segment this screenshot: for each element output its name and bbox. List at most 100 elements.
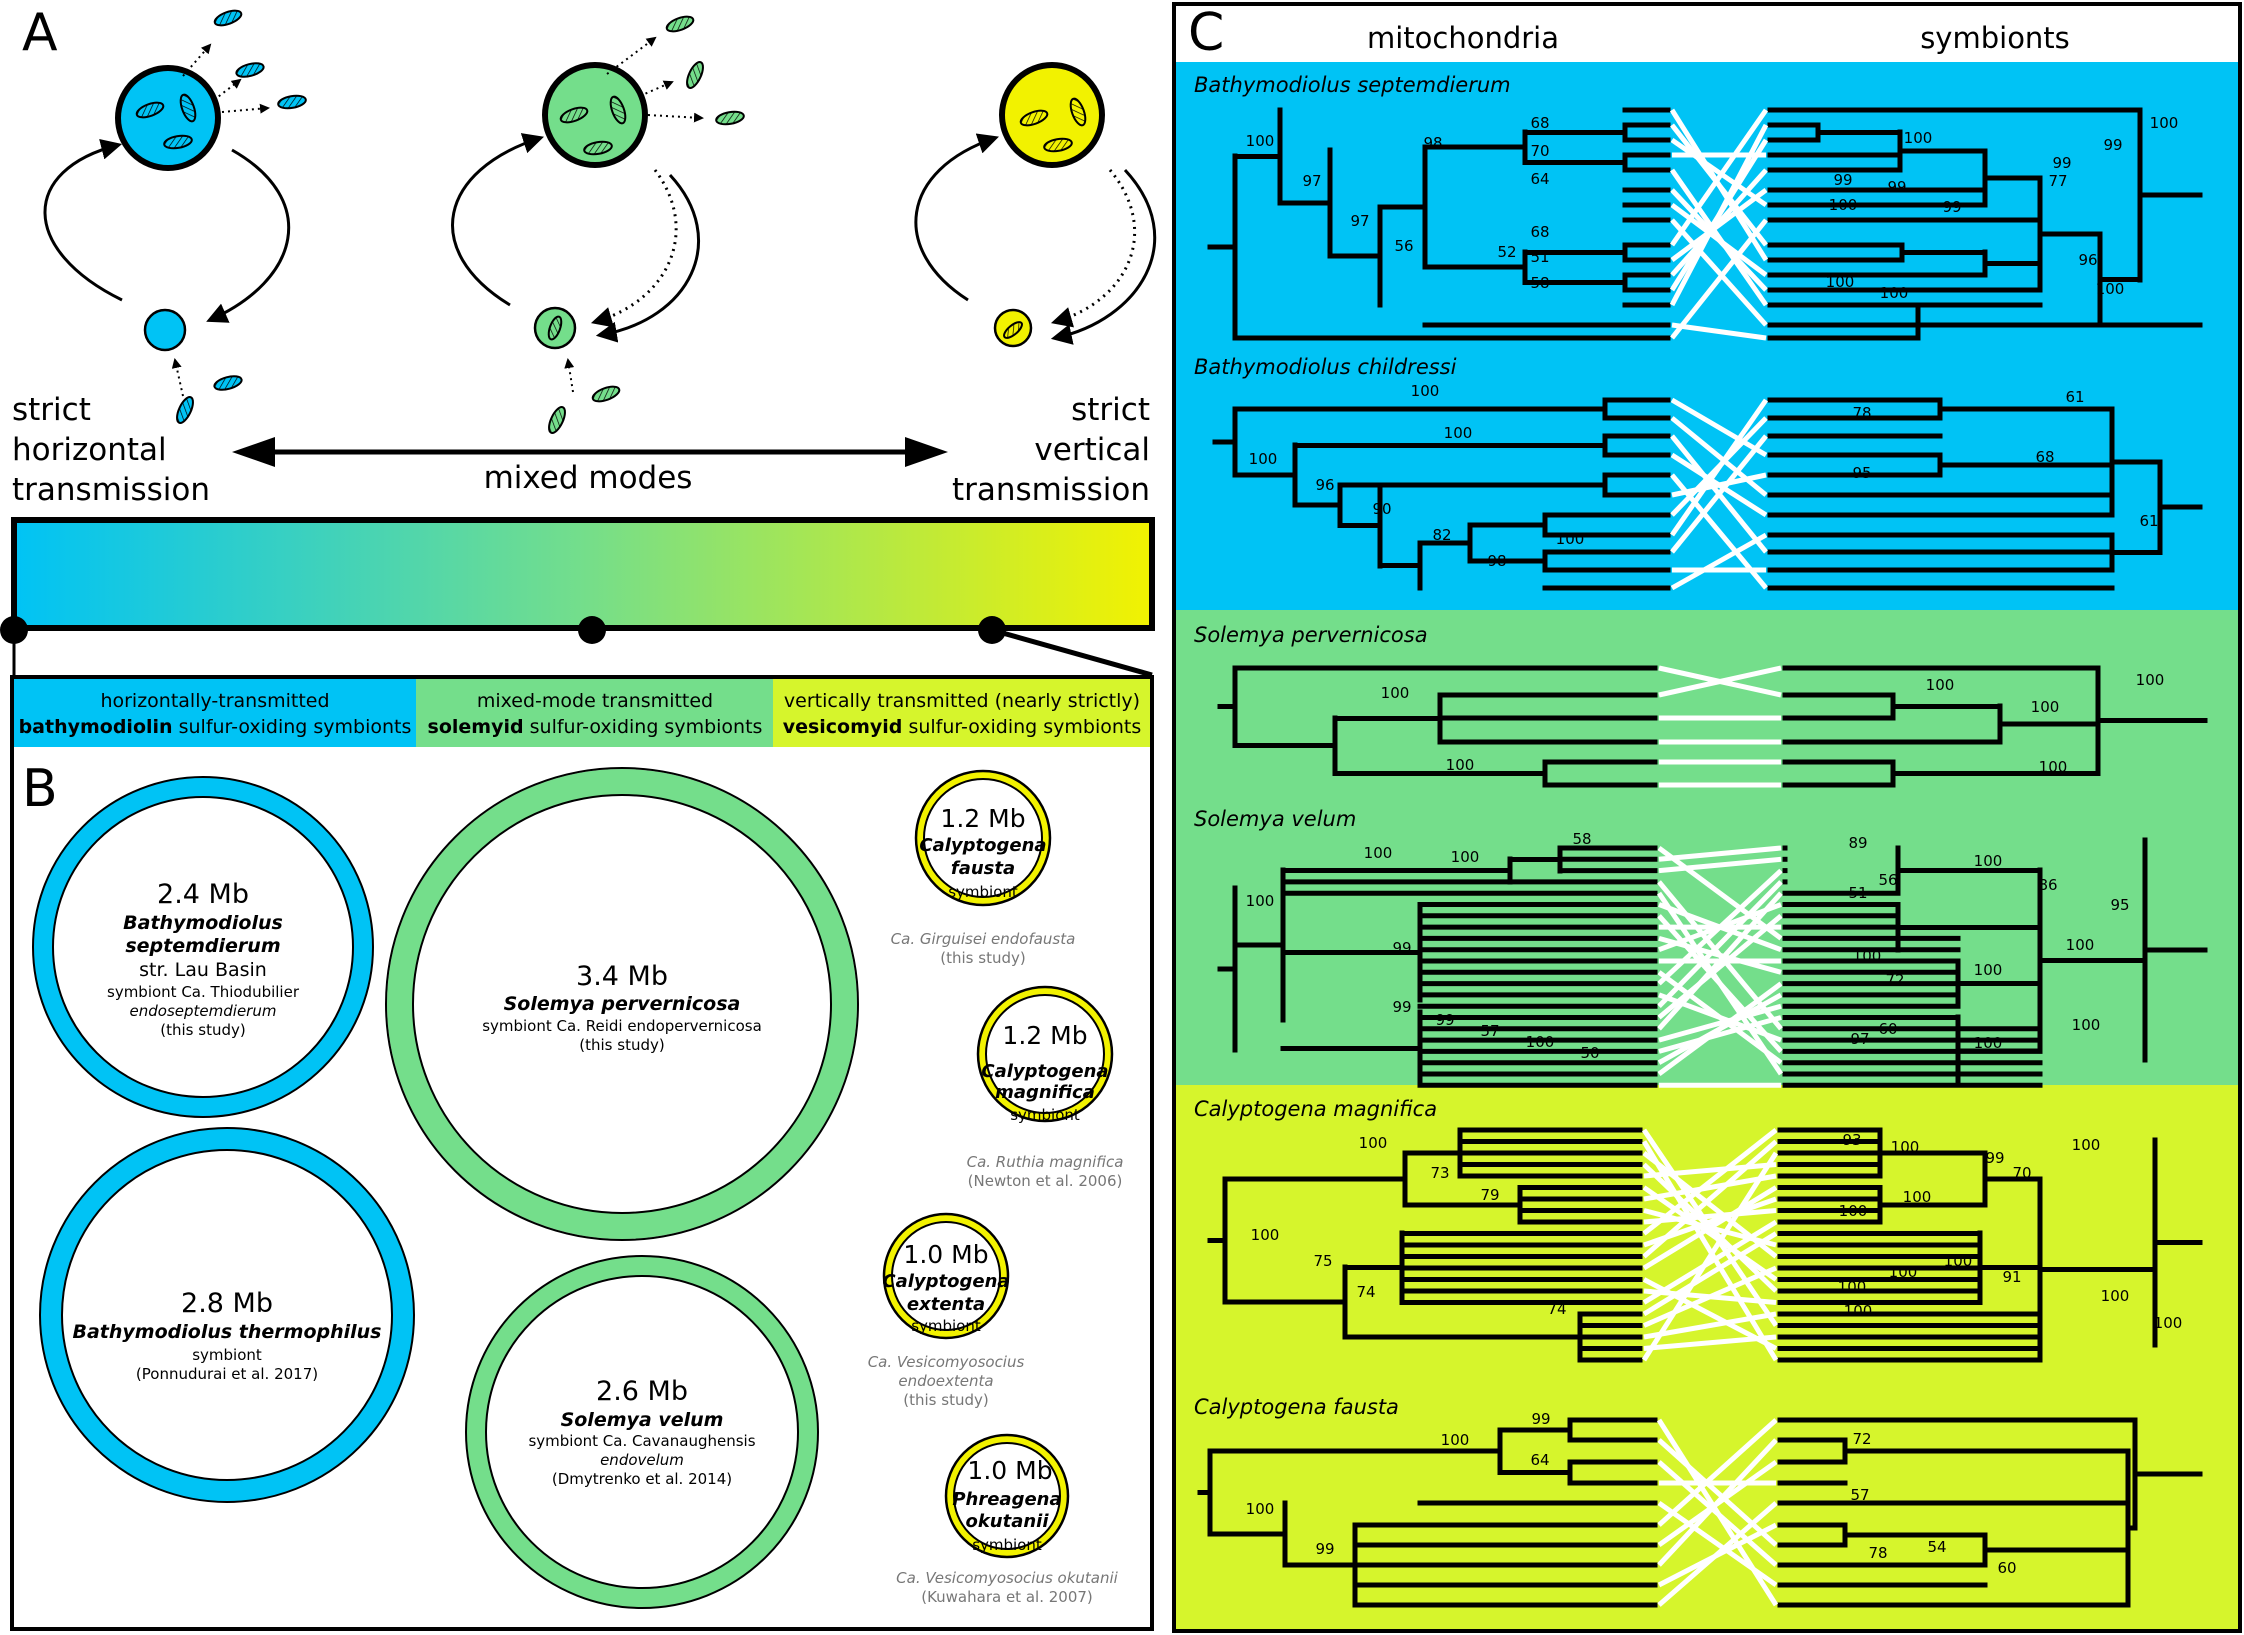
mito-support: 90	[1372, 500, 1391, 518]
juvenile-horizontal	[143, 308, 187, 352]
association-link	[1643, 1334, 1777, 1351]
bacterium-hatch	[180, 94, 196, 122]
mito-support: 100	[1381, 684, 1410, 702]
symbiont-support: 72	[1852, 1430, 1871, 1448]
association-link	[1670, 416, 1768, 497]
association-link	[1657, 868, 1783, 986]
release-arrow	[221, 103, 270, 114]
mito-support: 100	[1364, 844, 1393, 862]
mito-support: 99	[1315, 1540, 1334, 1558]
bacterium	[559, 106, 589, 124]
mito-support: 99	[1531, 1410, 1550, 1428]
panel-b: B 2.4 Mb Bathymodiolus septemdierum str.…	[10, 675, 1154, 1631]
mito-support: 58	[1572, 830, 1591, 848]
association-link	[1657, 914, 1783, 1054]
symbiont-name: symbiont Ca. Cavanaughensis	[528, 1432, 755, 1450]
bacterium-hatch	[592, 386, 620, 402]
bacterium	[163, 134, 193, 150]
symbiont-support: 100	[2066, 936, 2095, 954]
mito-support: 50	[1580, 1044, 1599, 1062]
mito-support: 51	[1530, 248, 1549, 266]
association-link	[1669, 123, 1769, 307]
transmission-gradient-bar	[11, 517, 1155, 631]
genome-calyptogena-extenta: 1.0 Mb Calyptogena extenta symbiont Ca. …	[868, 1212, 1024, 1409]
symbiont-support: 100	[1974, 1034, 2003, 1052]
symbiont-support: 100	[2154, 1314, 2183, 1332]
mito-support: 100	[1526, 1033, 1555, 1051]
bacterium	[213, 9, 243, 27]
association-link	[1670, 532, 1768, 591]
symbiont-support: 100	[1889, 1263, 1918, 1281]
association-link	[1657, 880, 1783, 1008]
mito-support: 68	[1530, 223, 1549, 241]
genome-size: 1.0 Mb	[967, 1456, 1052, 1485]
release-arrow	[564, 358, 575, 393]
species-label: Calyptogena magnifica	[1194, 1097, 1437, 1121]
symbiont-support: 100	[1903, 1188, 1932, 1206]
mito-support: 64	[1530, 170, 1549, 188]
mito-support: 99	[1392, 998, 1411, 1016]
genome-ring-inner	[412, 794, 832, 1214]
bacterium-hatch	[214, 10, 242, 26]
bacterium	[235, 62, 265, 78]
right-label-3: transmission	[952, 472, 1150, 508]
genome-ring	[33, 777, 373, 1117]
panel-a-letter: A	[22, 3, 58, 63]
bacterium-hatch	[1004, 322, 1022, 338]
association-link	[1658, 856, 1782, 874]
symbiont-support: 100	[2096, 280, 2125, 298]
bacterium	[176, 396, 194, 424]
association-link	[1669, 398, 1769, 537]
cycle-arrow-vertical-right	[1050, 168, 1157, 345]
bacterium-hatch	[177, 397, 193, 423]
citation: (this study)	[579, 1036, 664, 1054]
symbiont-support: 100	[2072, 1016, 2101, 1034]
symbiont-support: 99	[1833, 171, 1852, 189]
host-name: Calyptogena	[919, 835, 1046, 856]
bacterium-hatch	[236, 63, 264, 77]
bacterium-hatch	[716, 111, 744, 125]
genome-size: 2.4 Mb	[157, 879, 249, 910]
genome-size: 1.2 Mb	[940, 804, 1025, 833]
mito-support: 100	[1411, 382, 1440, 400]
symbiont-support: 100	[1944, 1252, 1973, 1270]
mode-arrowhead-left	[232, 437, 275, 467]
mode-arrowhead-right	[905, 437, 948, 467]
association-link	[1642, 1128, 1778, 1236]
release-arrow	[606, 36, 657, 75]
legend-vertical-line2: vesicomyid sulfur-oxiding symbionts	[783, 716, 1142, 738]
cycle-arrow-vertical-dotted	[1050, 169, 1137, 328]
association-link	[1657, 1438, 1778, 1567]
symbiont-support: 51	[1848, 884, 1867, 902]
symbiont-support: 54	[1927, 1538, 1946, 1556]
symbiont-support: 100	[1904, 129, 1933, 147]
symbiont-support: 100	[1844, 1302, 1873, 1320]
symbiont-support: 100	[1839, 1202, 1868, 1220]
mito-support: 57	[1480, 1022, 1499, 1040]
symbiont-support: 100	[2072, 1136, 2101, 1154]
host-name: okutanii	[965, 1511, 1049, 1532]
genome-ring-inner	[923, 778, 1043, 898]
genome-phreagena-okutanii: 1.0 Mb Phreagena okutanii symbiont Ca. V…	[896, 1433, 1119, 1606]
symbiont-support: 99	[1887, 178, 1906, 196]
cycle-horizontal	[43, 65, 290, 352]
header-mitochondria: mitochondria	[1367, 21, 1559, 55]
bacterium-hatch	[1044, 138, 1072, 152]
symbiont-name: symbiont Ca. Reidi endopervernicosa	[482, 1017, 762, 1035]
bacterium	[277, 94, 307, 110]
genome-bathy-thermophilus: 2.8 Mb Bathymodiolus thermophilus symbio…	[39, 1127, 415, 1503]
symbiont-support: 70	[2012, 1164, 2031, 1182]
symbiont-support: 99	[2103, 136, 2122, 154]
species-label: Bathymodiolus septemdierum	[1194, 73, 1511, 97]
mito-support: 99	[1435, 1011, 1454, 1029]
release-arrow	[182, 43, 212, 77]
association-link	[1642, 1185, 1778, 1271]
symbiont-support: 72	[1885, 971, 1904, 989]
host-name: Calyptogena	[882, 1271, 1009, 1292]
association-link	[1670, 397, 1768, 458]
symbiont-label: symbiont	[192, 1346, 262, 1364]
mito-support: 99	[1392, 939, 1411, 957]
host-cell-horizontal	[115, 65, 221, 171]
mito-support: 82	[1432, 526, 1451, 544]
symbiont-label: symbiont	[1010, 1106, 1080, 1124]
